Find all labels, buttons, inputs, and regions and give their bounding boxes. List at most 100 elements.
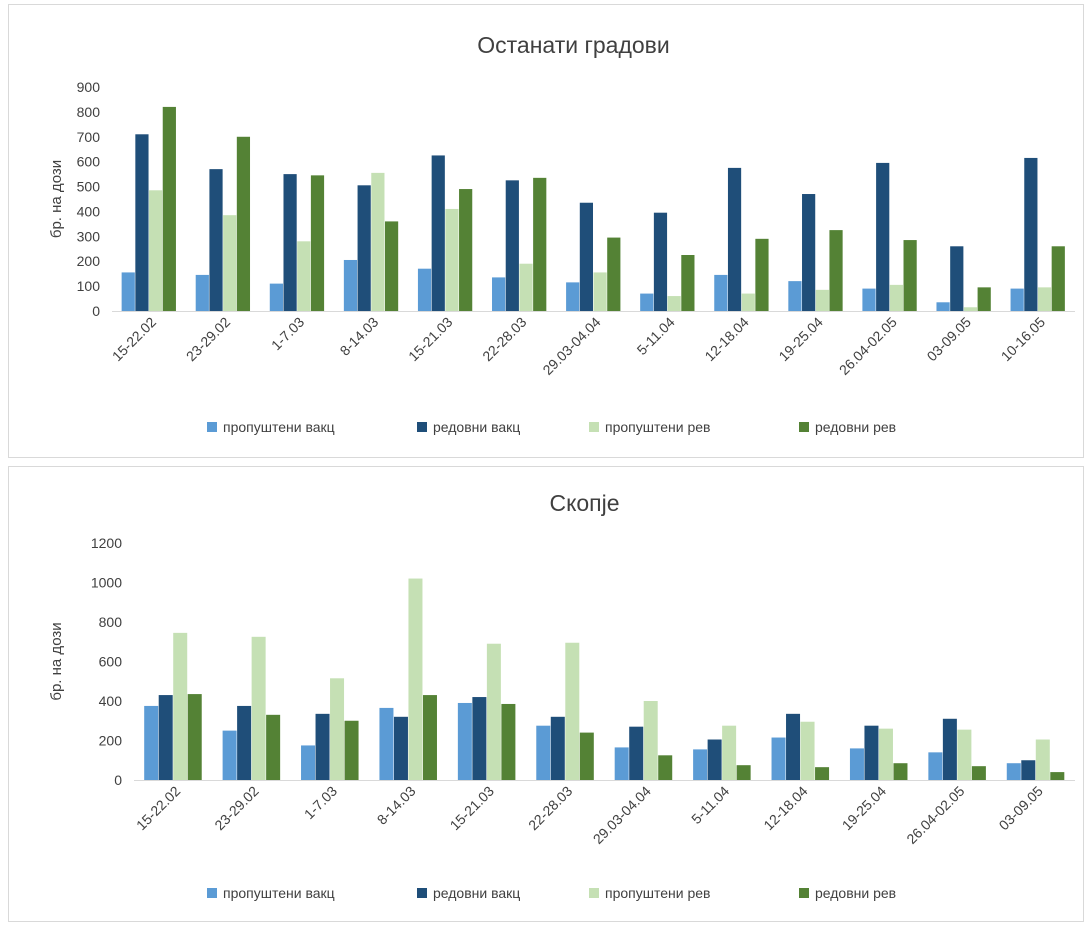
x-tick-label: 29.03-04.04: [590, 783, 654, 847]
bar: [727, 167, 742, 311]
bar: [707, 739, 722, 780]
bar: [550, 716, 565, 780]
bar: [1050, 772, 1065, 780]
bar: [162, 106, 176, 312]
legend-swatch: [417, 422, 427, 432]
bar: [667, 296, 681, 311]
bar: [963, 307, 978, 311]
bar: [566, 282, 580, 311]
legend-item: пропуштени вакц: [207, 885, 335, 901]
x-tick-label: 10-16.05: [998, 314, 1049, 365]
y-tick-label: 600: [77, 154, 101, 170]
legend-swatch: [207, 888, 217, 898]
bar: [144, 705, 159, 780]
bar: [379, 707, 394, 780]
bar: [422, 695, 437, 780]
legend-item: редовни рев: [799, 885, 896, 901]
y-tick-label: 200: [77, 253, 101, 269]
bar: [802, 194, 816, 311]
x-tick-label: 12-18.04: [701, 314, 752, 365]
legend-label: редовни вакц: [433, 885, 520, 901]
bar: [565, 642, 580, 780]
bar: [714, 274, 728, 311]
bar: [533, 177, 547, 311]
x-tick-label: 23-29.02: [183, 314, 234, 365]
legend-swatch: [589, 422, 599, 432]
bar: [344, 720, 359, 780]
bar: [878, 728, 893, 780]
bar: [755, 238, 769, 311]
bar: [209, 169, 223, 311]
bar: [266, 714, 281, 780]
chart-title: Останати градови: [477, 32, 669, 58]
bar: [486, 643, 501, 780]
x-tick-label: 1-7.03: [301, 783, 341, 823]
legend-label: редовни рев: [815, 885, 896, 901]
x-tick-label: 03-09.05: [924, 314, 975, 365]
y-tick-label: 1200: [91, 535, 122, 551]
bar: [501, 703, 516, 780]
legend-label: пропуштени рев: [605, 419, 710, 435]
y-tick-label: 300: [77, 228, 101, 244]
x-tick-label: 15-22.02: [109, 314, 160, 365]
bar: [736, 765, 751, 780]
y-tick-label: 800: [77, 104, 101, 120]
bar: [269, 283, 283, 311]
bar: [310, 175, 325, 311]
bar: [371, 172, 385, 311]
bar: [187, 694, 202, 780]
bar: [640, 293, 654, 311]
bar: [283, 174, 297, 311]
bar: [297, 241, 311, 311]
bar: [301, 745, 316, 780]
bar: [492, 277, 506, 311]
bar: [903, 240, 917, 311]
x-tick-label: 19-25.04: [839, 783, 890, 834]
bar: [195, 274, 209, 311]
legend-label: редовни рев: [815, 419, 896, 435]
bar: [393, 716, 408, 780]
legend-item: редовни вакц: [417, 419, 520, 435]
bar: [505, 180, 519, 311]
bar: [579, 732, 594, 780]
x-tick-label: 23-29.02: [211, 783, 262, 834]
y-tick-label: 1000: [91, 575, 122, 591]
legend-swatch: [589, 888, 599, 898]
bar: [658, 755, 673, 780]
legend-item: пропуштени рев: [589, 885, 710, 901]
bar: [741, 293, 755, 311]
x-tick-label: 22-28.03: [525, 783, 576, 834]
y-tick-label: 400: [99, 693, 123, 709]
bar: [158, 695, 173, 780]
y-axis-label: бр. на дози: [48, 160, 65, 238]
legend-label: пропуштени вакц: [223, 419, 335, 435]
bar: [643, 701, 658, 780]
bar: [977, 287, 991, 311]
bar: [829, 230, 843, 311]
bar: [957, 729, 972, 780]
x-tick-label: 29.03-04.04: [539, 314, 603, 378]
bar: [236, 136, 251, 311]
bar: [579, 202, 593, 311]
legend-label: пропуштени рев: [605, 885, 710, 901]
legend-swatch: [207, 422, 217, 432]
bar: [417, 268, 432, 311]
bar: [173, 632, 188, 780]
bar: [614, 747, 629, 780]
chart-title: Скопје: [549, 490, 619, 516]
bar: [693, 749, 708, 780]
bar: [457, 702, 472, 780]
legend-swatch: [799, 422, 809, 432]
bar: [237, 705, 252, 780]
x-tick-label: 8-14.03: [374, 783, 419, 828]
bar: [786, 713, 801, 780]
x-tick-label: 15-22.02: [133, 783, 184, 834]
legend-swatch: [417, 888, 427, 898]
x-tick-label: 26.04-02.05: [903, 783, 967, 847]
bar: [223, 215, 237, 311]
bar: [815, 767, 830, 780]
legend-label: редовни вакц: [433, 419, 520, 435]
y-tick-label: 900: [77, 79, 101, 95]
y-axis-label: бр. на дози: [48, 622, 65, 700]
y-tick-label: 500: [77, 179, 101, 195]
